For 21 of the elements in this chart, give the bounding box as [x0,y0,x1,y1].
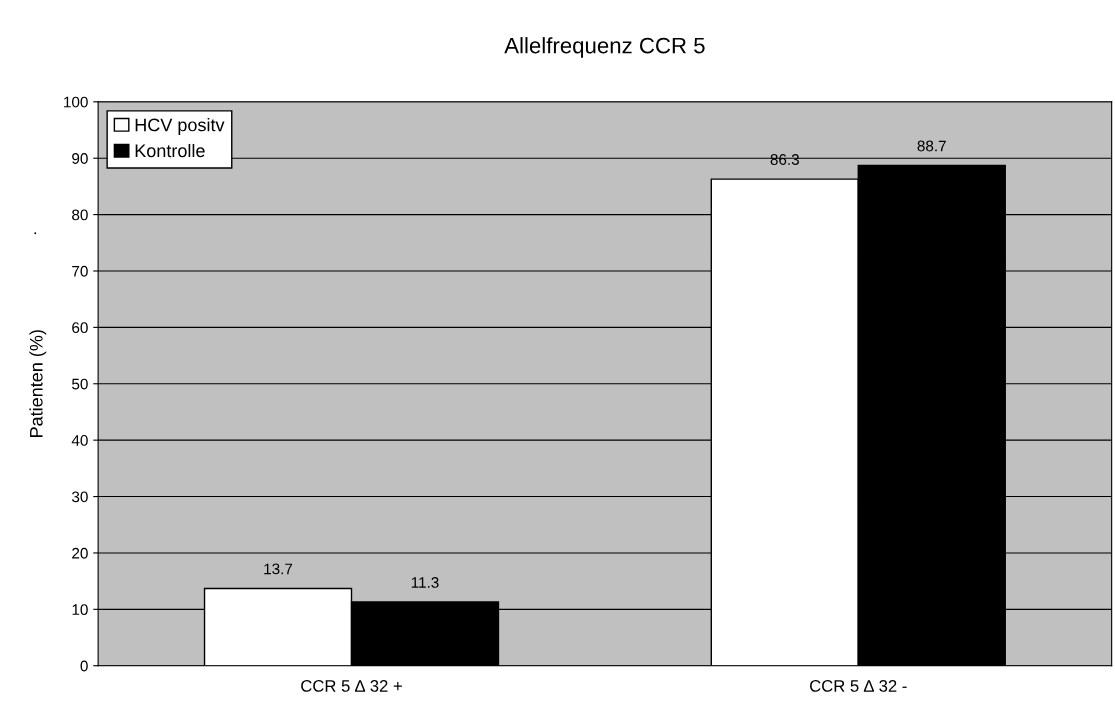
x-tick-label: CCR 5 ∆ 32 + [301,680,402,692]
y-tick-label: 0 [80,660,88,672]
y-tick-label: 70 [72,265,88,277]
legend-label: HCV positv [135,118,225,135]
legend-label: Kontrolle [135,143,205,158]
data-label: 13.7 [264,563,293,575]
y-tick-label: 100 [64,96,88,108]
y-tick-label: 90 [72,153,88,164]
text: . [34,232,37,235]
y-tick-label: 50 [72,378,88,390]
y-tick-label: 20 [72,547,88,559]
y-tick-label: 60 [72,322,88,334]
x-tick-label: CCR 5 ∆ 32 - [810,680,907,692]
y-tick-label: 40 [71,435,88,446]
data-label: 88.7 [917,140,946,152]
y-axis-title: Patienten (%) [29,330,47,437]
y-tick-label: 80 [72,209,88,221]
y-tick-label: 10 [72,604,88,616]
chart-title: Allelfrequenz CCR 5 [504,37,705,58]
y-tick-label: 30 [71,491,88,503]
data-label: 11.3 [411,577,439,588]
